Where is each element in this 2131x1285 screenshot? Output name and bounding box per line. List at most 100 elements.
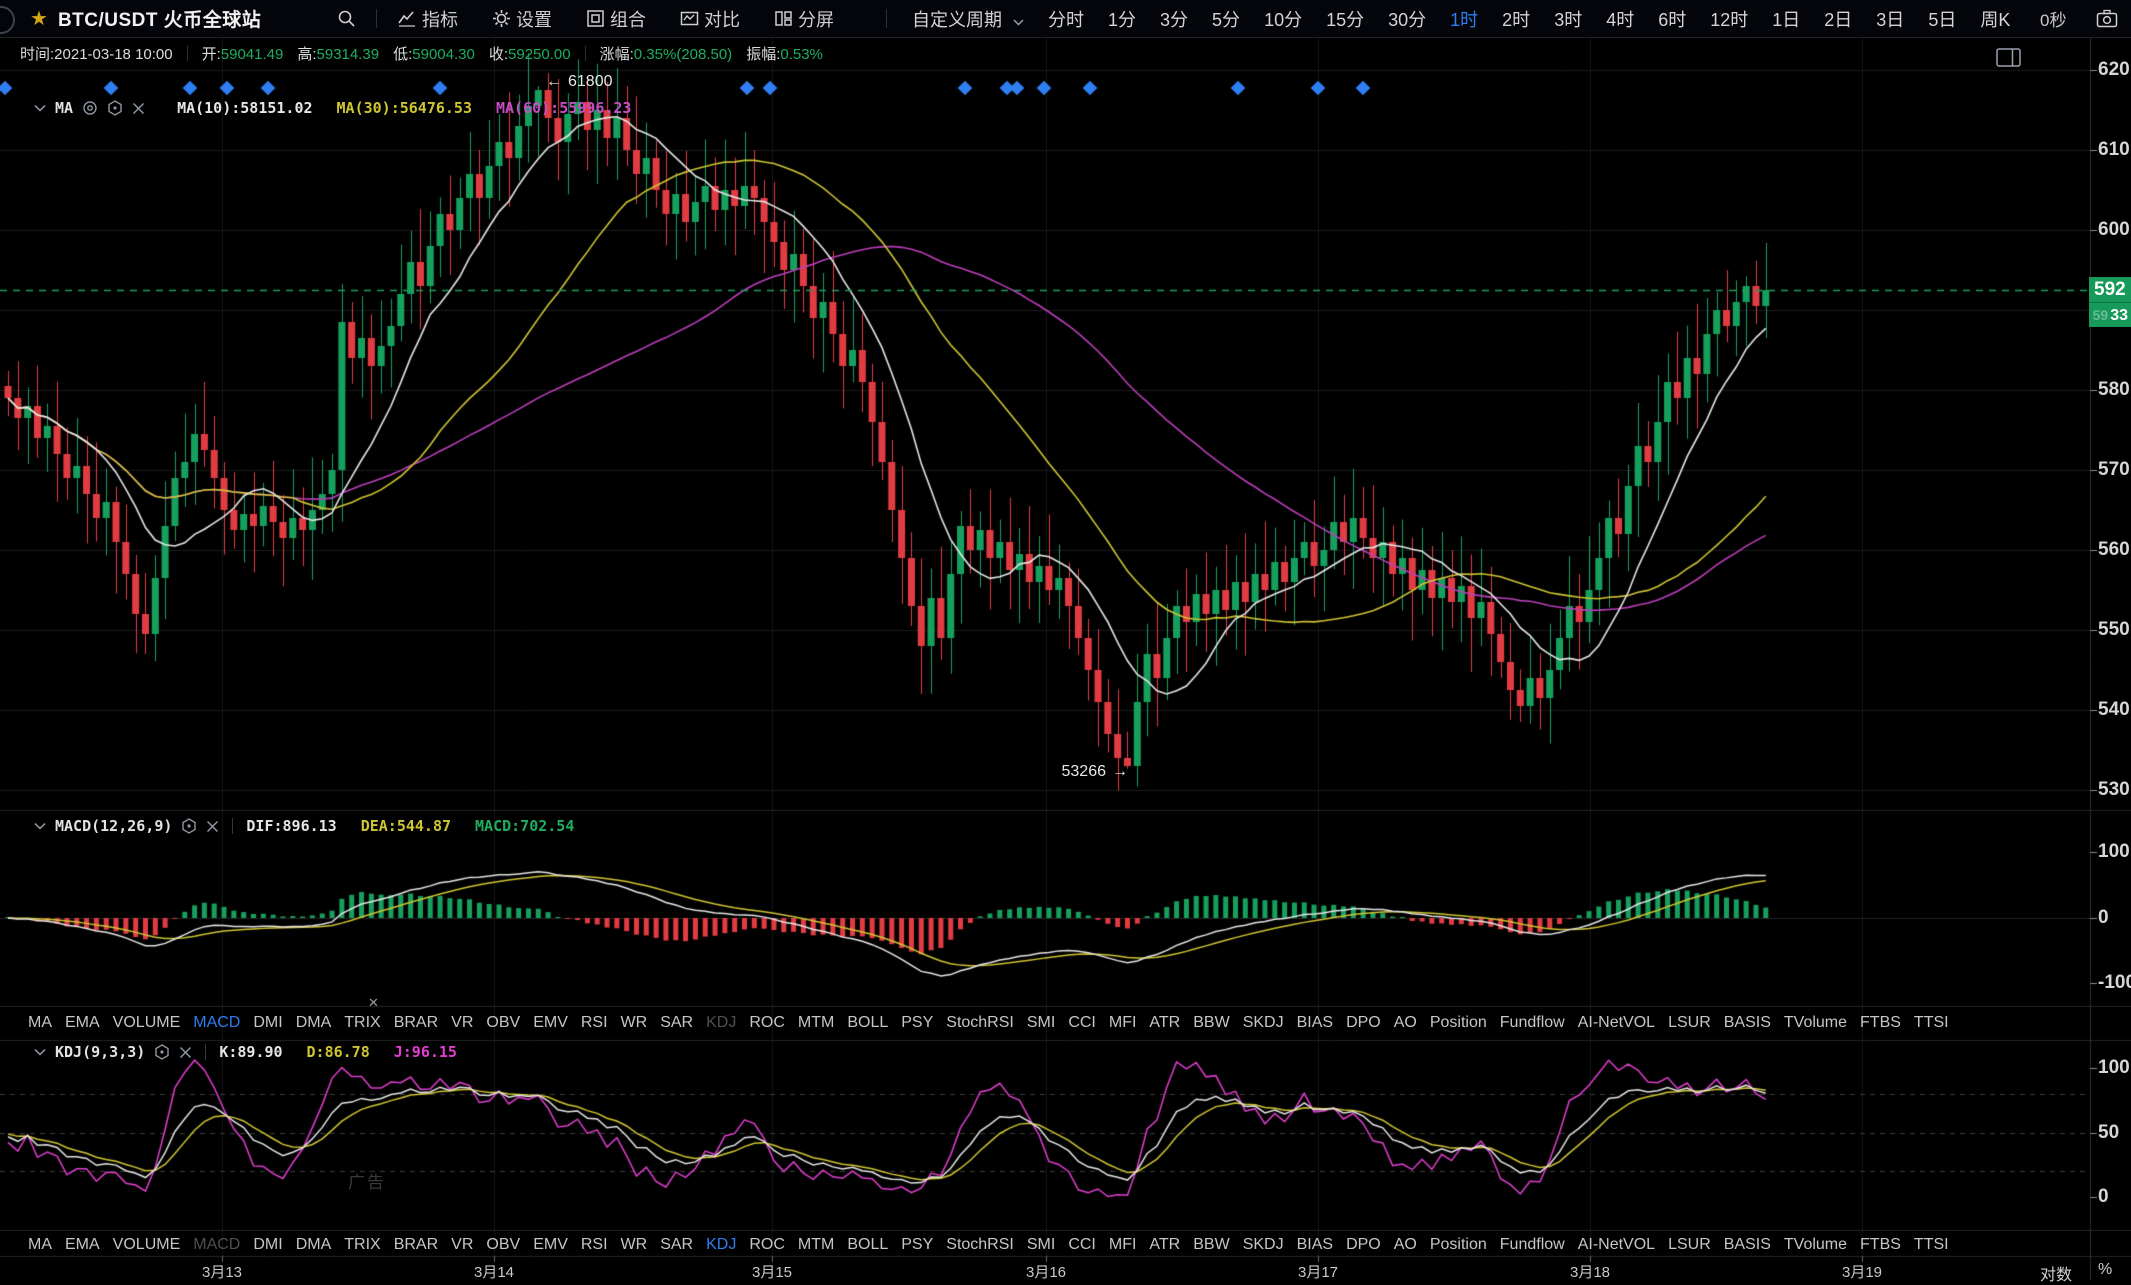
timeframe-item[interactable]: 5分 <box>1212 9 1241 30</box>
timeframe-item[interactable]: 3时 <box>1554 9 1583 30</box>
indicator-tab-ao[interactable]: AO <box>1393 1014 1417 1031</box>
timeframe-item[interactable]: 6时 <box>1658 9 1687 30</box>
indicator-tab-ao[interactable]: AO <box>1393 1235 1417 1253</box>
timeframe-item[interactable]: 2时 <box>1502 9 1531 30</box>
indicator-tab-ttsi[interactable]: TTSI <box>1913 1014 1949 1031</box>
indicator-tab-mfi[interactable]: MFI <box>1108 1014 1137 1031</box>
indicator-tab-rsi[interactable]: RSI <box>580 1235 608 1253</box>
timeframe-item[interactable]: 5日 <box>1928 9 1957 30</box>
indicator-tab-position[interactable]: Position <box>1429 1235 1487 1253</box>
settings-button[interactable]: 设置 <box>492 6 552 32</box>
indicator-tab-emv[interactable]: EMV <box>533 1235 568 1253</box>
collapse-chevron-icon[interactable] <box>34 104 46 112</box>
indicator-tab-ema[interactable]: EMA <box>65 1014 100 1031</box>
indicator-tab-boll[interactable]: BOLL <box>847 1014 889 1031</box>
indicator-tab-ai-netvol[interactable]: AI-NetVOL <box>1577 1014 1656 1031</box>
timeframe-item[interactable]: 1分 <box>1108 9 1137 30</box>
favorite-star-icon[interactable]: ★ <box>30 8 48 30</box>
indicator-settings-icon[interactable] <box>154 1044 170 1060</box>
indicator-tab-cci[interactable]: CCI <box>1068 1014 1096 1031</box>
symbol-title[interactable]: BTC/USDT 火币全球站 <box>57 10 262 31</box>
close-icon[interactable] <box>179 1046 192 1059</box>
collapse-chevron-icon[interactable] <box>34 1048 46 1056</box>
layout-button[interactable]: 组合 <box>586 6 646 32</box>
search-button[interactable] <box>337 0 356 37</box>
indicator-tab-fundflow[interactable]: Fundflow <box>1499 1014 1565 1031</box>
indicator-tab-obv[interactable]: OBV <box>486 1235 521 1253</box>
timeframe-item[interactable]: 3日 <box>1876 9 1905 30</box>
split-screen-button[interactable]: 分屏 <box>774 6 834 32</box>
indicator-tab-trix[interactable]: TRIX <box>344 1235 381 1253</box>
indicator-tab-mfi[interactable]: MFI <box>1108 1235 1137 1253</box>
timeframe-item[interactable]: 1时 <box>1450 9 1479 30</box>
indicator-tab-boll[interactable]: BOLL <box>847 1235 889 1253</box>
timeframe-item[interactable]: 30分 <box>1388 9 1427 30</box>
indicator-tab-tvolume[interactable]: TVolume <box>1783 1014 1848 1031</box>
timeframe-item[interactable]: 15分 <box>1326 9 1365 30</box>
indicator-tab-smi[interactable]: SMI <box>1026 1235 1056 1253</box>
indicator-tab-lsur[interactable]: LSUR <box>1668 1014 1711 1031</box>
indicator-tab-lsur[interactable]: LSUR <box>1668 1235 1711 1253</box>
indicator-tab-volume[interactable]: VOLUME <box>112 1014 181 1031</box>
indicator-tab-bbw[interactable]: BBW <box>1193 1014 1230 1031</box>
indicator-tab-dpo[interactable]: DPO <box>1346 1235 1381 1253</box>
indicator-tab-wr[interactable]: WR <box>620 1014 648 1031</box>
indicator-tab-emv[interactable]: EMV <box>533 1014 568 1031</box>
indicator-tab-brar[interactable]: BRAR <box>393 1014 439 1031</box>
close-icon[interactable] <box>206 820 219 833</box>
indicator-tab-psy[interactable]: PSY <box>901 1014 934 1031</box>
indicator-tab-ma[interactable]: MA <box>28 1235 52 1253</box>
pane-close-icon[interactable]: ✕ <box>368 995 379 1010</box>
compare-button[interactable]: 对比 <box>680 6 740 32</box>
indicator-tab-dma[interactable]: DMA <box>295 1235 332 1253</box>
indicators-button[interactable]: 指标 <box>398 6 458 32</box>
indicator-tab-vr[interactable]: VR <box>451 1235 474 1253</box>
indicator-tab-bbw[interactable]: BBW <box>1193 1235 1230 1253</box>
screenshot-button[interactable] <box>2096 0 2118 37</box>
indicator-tab-fundflow[interactable]: Fundflow <box>1499 1235 1565 1253</box>
indicator-tab-mtm[interactable]: MTM <box>797 1014 835 1031</box>
timeframe-item[interactable]: 3分 <box>1160 9 1189 30</box>
indicator-tab-roc[interactable]: ROC <box>749 1014 785 1031</box>
log-scale-toggle[interactable]: 对数 <box>2040 1267 2073 1284</box>
indicator-tab-bias[interactable]: BIAS <box>1296 1014 1334 1031</box>
indicator-tab-rsi[interactable]: RSI <box>580 1014 608 1031</box>
indicator-tab-trix[interactable]: TRIX <box>344 1014 381 1031</box>
indicator-tab-basis[interactable]: BASIS <box>1723 1014 1771 1031</box>
timeframe-item[interactable]: 12时 <box>1710 9 1749 30</box>
timeframe-item[interactable]: 2日 <box>1824 9 1853 30</box>
close-icon[interactable] <box>132 102 145 115</box>
indicator-tab-atr[interactable]: ATR <box>1149 1235 1181 1253</box>
indicator-tab-stochrsi[interactable]: StochRSI <box>946 1235 1014 1253</box>
indicator-tab-cci[interactable]: CCI <box>1068 1235 1096 1253</box>
visibility-eye-icon[interactable] <box>82 100 98 116</box>
indicator-tab-dma[interactable]: DMA <box>295 1014 332 1031</box>
indicator-tab-ftbs[interactable]: FTBS <box>1860 1235 1901 1253</box>
indicator-tab-volume[interactable]: VOLUME <box>112 1235 181 1253</box>
indicator-tab-ai-netvol[interactable]: AI-NetVOL <box>1577 1235 1656 1253</box>
indicator-tab-skdj[interactable]: SKDJ <box>1242 1014 1284 1031</box>
indicator-tab-smi[interactable]: SMI <box>1026 1014 1056 1031</box>
indicator-settings-icon[interactable] <box>107 100 123 116</box>
timeframe-item[interactable]: 分时 <box>1048 9 1085 30</box>
indicator-tab-vr[interactable]: VR <box>451 1014 474 1031</box>
timeframe-item[interactable]: 10分 <box>1264 9 1303 30</box>
indicator-tab-tvolume[interactable]: TVolume <box>1783 1235 1848 1253</box>
indicator-tab-kdj[interactable]: KDJ <box>706 1014 737 1031</box>
indicator-tab-ma[interactable]: MA <box>28 1014 52 1031</box>
indicator-tab-stochrsi[interactable]: StochRSI <box>946 1014 1014 1031</box>
indicator-tab-roc[interactable]: ROC <box>749 1235 785 1253</box>
indicator-tab-macd[interactable]: MACD <box>193 1235 241 1253</box>
indicator-tab-position[interactable]: Position <box>1429 1014 1487 1031</box>
indicator-settings-icon[interactable] <box>181 818 197 834</box>
indicator-tab-obv[interactable]: OBV <box>486 1014 521 1031</box>
custom-period-dropdown[interactable]: 自定义周期 <box>912 6 1024 32</box>
indicator-tab-mtm[interactable]: MTM <box>797 1235 835 1253</box>
indicator-tab-sar[interactable]: SAR <box>660 1235 694 1253</box>
indicator-tab-dpo[interactable]: DPO <box>1346 1014 1381 1031</box>
indicator-tab-ema[interactable]: EMA <box>65 1235 100 1253</box>
indicator-tab-wr[interactable]: WR <box>620 1235 648 1253</box>
timeframe-item[interactable]: 1日 <box>1772 9 1801 30</box>
indicator-tab-atr[interactable]: ATR <box>1149 1014 1181 1031</box>
